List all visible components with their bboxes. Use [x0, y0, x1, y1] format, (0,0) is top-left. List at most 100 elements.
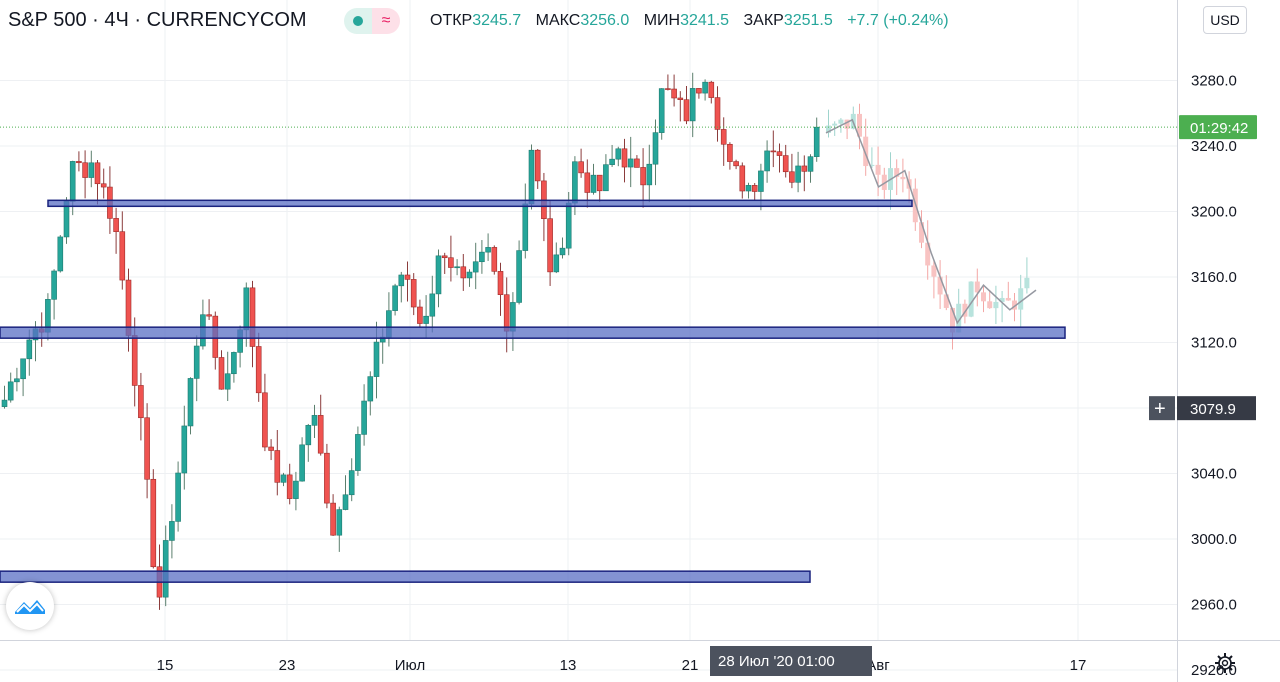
candle[interactable]	[714, 97, 721, 130]
crosshair-add-button[interactable]	[1149, 396, 1175, 421]
candle[interactable]	[243, 287, 250, 331]
candle[interactable]	[516, 250, 522, 303]
delayed-data-badge[interactable]: ≈	[372, 8, 400, 34]
candle[interactable]	[342, 494, 349, 510]
candle[interactable]	[460, 266, 467, 279]
candle[interactable]	[485, 247, 491, 253]
candle[interactable]	[169, 521, 175, 541]
candle[interactable]	[162, 540, 169, 598]
candle[interactable]	[417, 306, 423, 324]
candle[interactable]	[69, 161, 76, 202]
candle[interactable]	[317, 415, 324, 454]
candle[interactable]	[255, 346, 262, 394]
candle[interactable]	[293, 480, 299, 499]
candle[interactable]	[776, 151, 783, 156]
candle[interactable]	[113, 218, 119, 232]
candle[interactable]	[20, 358, 26, 380]
candle[interactable]	[584, 172, 591, 193]
settings-gear-icon[interactable]	[1212, 650, 1238, 676]
candle[interactable]	[249, 287, 256, 347]
candle[interactable]	[218, 357, 225, 390]
candle[interactable]	[578, 161, 584, 174]
candle[interactable]	[131, 335, 138, 386]
candle[interactable]	[82, 162, 88, 178]
candle[interactable]	[373, 341, 380, 377]
tradingview-logo-icon[interactable]	[6, 582, 54, 630]
candle[interactable]	[231, 352, 237, 375]
candle[interactable]	[565, 202, 572, 249]
candle[interactable]	[175, 472, 181, 522]
candle[interactable]	[603, 164, 609, 192]
candle[interactable]	[782, 155, 789, 173]
market-open-badge[interactable]	[344, 8, 372, 34]
candle[interactable]	[733, 161, 739, 167]
candle[interactable]	[665, 88, 671, 90]
candle[interactable]	[324, 452, 330, 504]
candle[interactable]	[448, 257, 454, 268]
candle[interactable]	[708, 81, 715, 98]
candle[interactable]	[590, 174, 597, 193]
candle[interactable]	[410, 279, 417, 308]
candle[interactable]	[621, 148, 628, 168]
currency-button[interactable]: USD	[1203, 6, 1247, 34]
candle[interactable]	[745, 185, 752, 192]
candle[interactable]	[789, 171, 795, 183]
candle[interactable]	[361, 400, 367, 435]
candle[interactable]	[807, 156, 814, 172]
candle[interactable]	[658, 88, 665, 133]
candle[interactable]	[51, 270, 57, 300]
candle[interactable]	[751, 185, 758, 192]
candle[interactable]	[472, 261, 479, 273]
candle[interactable]	[286, 474, 293, 499]
candle[interactable]	[280, 474, 287, 483]
candle[interactable]	[522, 203, 529, 251]
forecast-path-line[interactable]	[825, 118, 1037, 325]
candle[interactable]	[683, 99, 690, 122]
candle[interactable]	[435, 255, 442, 295]
candle[interactable]	[795, 165, 801, 183]
candle[interactable]	[26, 339, 33, 360]
candle[interactable]	[727, 143, 733, 162]
candle[interactable]	[813, 126, 820, 157]
candle[interactable]	[696, 88, 702, 94]
candle[interactable]	[491, 247, 498, 272]
candle[interactable]	[94, 162, 101, 185]
candle[interactable]	[268, 446, 274, 451]
candle[interactable]	[181, 425, 188, 474]
candle[interactable]	[398, 274, 405, 287]
candle[interactable]	[559, 247, 566, 256]
candle[interactable]	[739, 165, 746, 192]
candle[interactable]	[652, 132, 659, 165]
candle[interactable]	[7, 381, 14, 401]
candle[interactable]	[764, 150, 770, 172]
candle[interactable]	[503, 294, 510, 332]
candle[interactable]	[758, 170, 764, 192]
candle[interactable]	[646, 163, 653, 186]
candle[interactable]	[119, 231, 126, 281]
candle[interactable]	[138, 385, 144, 419]
candle[interactable]	[1, 399, 8, 407]
zone-rect[interactable]	[0, 326, 1066, 339]
candle[interactable]	[640, 167, 646, 186]
candle[interactable]	[224, 373, 231, 390]
candle[interactable]	[466, 271, 473, 279]
candle[interactable]	[404, 274, 411, 280]
candle[interactable]	[311, 415, 318, 426]
candle[interactable]	[305, 425, 312, 446]
candle[interactable]	[497, 271, 504, 296]
candle[interactable]	[615, 148, 622, 160]
candle[interactable]	[423, 315, 429, 324]
candle[interactable]	[671, 88, 677, 99]
candle[interactable]	[801, 165, 808, 172]
candle[interactable]	[392, 285, 398, 311]
zone-rect[interactable]	[47, 199, 913, 208]
candle[interactable]	[150, 478, 157, 568]
candle[interactable]	[770, 150, 777, 153]
candle[interactable]	[187, 378, 194, 427]
candle[interactable]	[528, 149, 535, 205]
candle[interactable]	[534, 149, 541, 182]
candle[interactable]	[330, 502, 336, 536]
candle[interactable]	[429, 293, 436, 317]
